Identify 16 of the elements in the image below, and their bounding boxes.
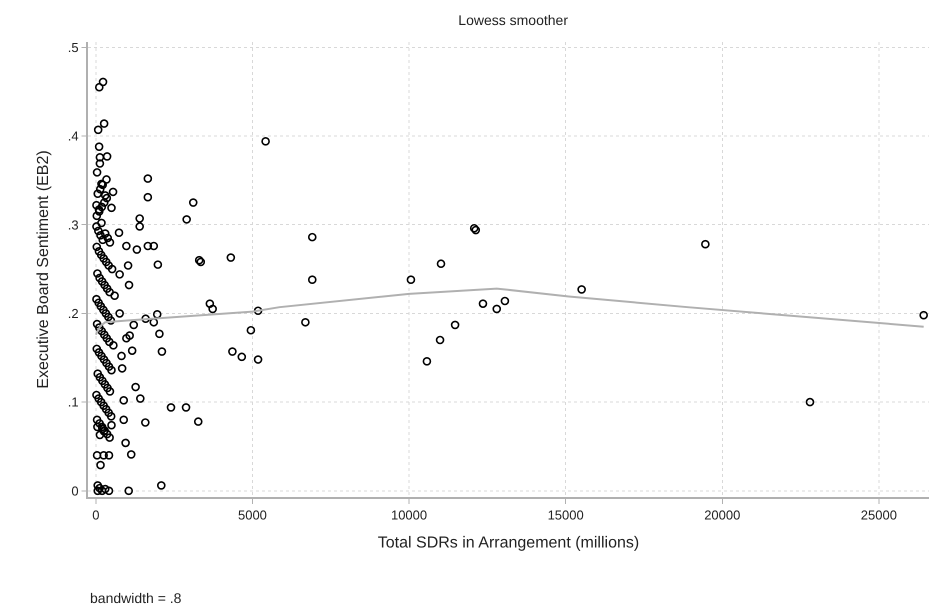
- x-tick-label: 10000: [390, 507, 428, 522]
- y-tick-label: .4: [68, 128, 79, 144]
- y-tick-label: 0: [71, 483, 79, 498]
- x-axis-title: Total SDRs in Arrangement (millions): [378, 534, 640, 552]
- x-tick-label: 15000: [548, 507, 584, 522]
- x-tick-label: 20000: [704, 507, 740, 522]
- x-tick-label: 5000: [238, 507, 267, 522]
- text: bandwidth = .8: [90, 590, 182, 606]
- y-tick-label: .3: [68, 217, 79, 232]
- x-tick-label: 0: [92, 507, 100, 522]
- y-tick-label: .2: [68, 306, 79, 321]
- y-axis-title: Executive Board Sentiment (EB2): [35, 150, 52, 389]
- x-tick-label: 25000: [860, 507, 897, 522]
- y-tick-label: .5: [68, 40, 79, 55]
- y-tick-label: .1: [68, 394, 79, 410]
- chart-title: Lowess smoother: [458, 12, 568, 28]
